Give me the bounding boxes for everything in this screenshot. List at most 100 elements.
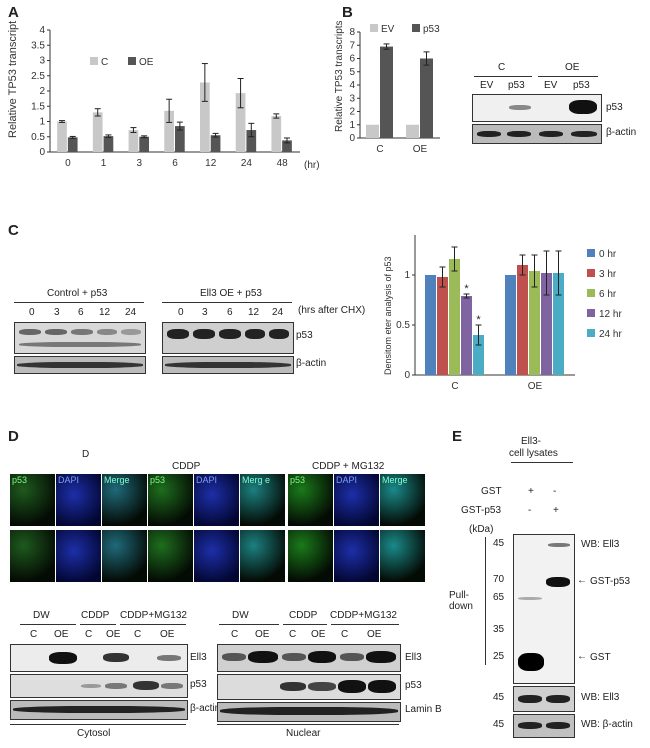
e-row-gst: GST xyxy=(481,486,502,497)
bar-3hr xyxy=(517,265,528,375)
y-tick-label: 3 xyxy=(39,56,45,67)
e-wb1: WB: Ell3 xyxy=(581,539,620,550)
blot-b-lane: EV xyxy=(544,80,558,91)
e-arrow2: GST xyxy=(590,652,611,663)
legend-swatch xyxy=(128,57,136,65)
significance-asterisk: * xyxy=(476,314,481,326)
nuc-group: DW xyxy=(232,610,249,621)
e-marker3: 45 xyxy=(493,719,505,730)
panel-d-cond-mg132: CDDP + MG132 xyxy=(312,461,385,472)
y-tick-label: 1.5 xyxy=(31,101,45,112)
e-pulldown-label: Pull- down xyxy=(449,590,473,612)
blot-b-p53-strip xyxy=(472,94,602,122)
panel-c-blot: Control + p53 Ell3 OE + p53 (hrs after C… xyxy=(0,280,370,380)
y-axis-label: Relative TP53 transcripts xyxy=(334,20,345,132)
panel-e-blot: Ell3- cell lysates GST + - GST-p53 - + (… xyxy=(445,430,650,748)
nuc-row-ell3: Ell3 xyxy=(405,652,422,663)
row-label: C xyxy=(1,494,9,505)
e-arrow2-glyph: ← xyxy=(577,651,587,662)
y-tick-label: 0 xyxy=(39,147,45,158)
bar-p53 xyxy=(380,46,393,139)
e-sign: + xyxy=(528,486,534,497)
legend-swatch xyxy=(412,24,420,32)
y-tick-label: 8 xyxy=(349,27,355,38)
bar-24hr xyxy=(553,273,564,375)
bar-C xyxy=(128,130,139,152)
panel-a-label: A xyxy=(8,4,19,21)
x-tick-label: 12 xyxy=(205,158,217,169)
legend-swatch xyxy=(587,289,595,297)
nuc-group: CDDP+MG132 xyxy=(330,610,397,621)
x-tick-label: 1 xyxy=(101,158,107,169)
micrograph-p53 xyxy=(10,530,55,582)
blot-b-lane: p53 xyxy=(573,80,590,91)
y-axis-label: Relative TP53 transcript xyxy=(7,21,19,138)
e-sign: - xyxy=(528,505,532,516)
channel-label: Merge xyxy=(382,475,408,485)
legend-swatch xyxy=(587,329,595,337)
e-sign: + xyxy=(553,505,559,516)
blot-c-time: 6 xyxy=(227,307,233,318)
x-tick-label: 6 xyxy=(172,158,178,169)
bar-0hr xyxy=(505,275,516,375)
blot-b-group-c: C xyxy=(498,62,506,73)
x-tick-label: 3 xyxy=(137,158,143,169)
blot-c-time: 3 xyxy=(202,307,208,318)
cyt-row-p53: p53 xyxy=(190,679,207,690)
micrograph-p53 xyxy=(288,530,333,582)
x-tick-label: 48 xyxy=(277,158,289,169)
cyt-lane: OE xyxy=(54,629,69,640)
bar-OE xyxy=(103,136,114,152)
blot-b-lane: EV xyxy=(480,80,494,91)
bar-6hr xyxy=(449,259,460,375)
x-tick-label: 0 xyxy=(65,158,71,169)
nuc-lane: C xyxy=(289,629,297,640)
panel-b-label: B xyxy=(342,4,353,21)
blot-c-time: 0 xyxy=(178,307,184,318)
legend-swatch xyxy=(90,57,98,65)
channel-label: DAPI xyxy=(196,475,218,485)
cyt-p53-strip xyxy=(10,674,188,698)
bar-3hr xyxy=(437,277,448,375)
nuc-lane: OE xyxy=(311,629,326,640)
cyt-lane: C xyxy=(30,629,38,640)
cyt-lane: OE xyxy=(106,629,121,640)
blot-c-row-p53: p53 xyxy=(296,330,313,341)
y-tick-label: 5 xyxy=(349,67,355,78)
y-tick-label: 3 xyxy=(349,93,355,104)
e-marker: 25 xyxy=(493,651,505,662)
micrograph-p53: p53 xyxy=(10,474,55,526)
y-tick-label: 3.5 xyxy=(31,40,45,51)
e-marker: 35 xyxy=(493,624,505,635)
legend-swatch xyxy=(587,269,595,277)
e-marker: 70 xyxy=(493,574,505,585)
y-tick-label: 0 xyxy=(349,133,355,144)
blot-c-time: 12 xyxy=(248,307,260,318)
blot-b-lane: p53 xyxy=(508,80,525,91)
legend-label: p53 xyxy=(423,24,440,35)
micrograph-dapi: DAPI xyxy=(194,474,239,526)
e-header2: cell lysates xyxy=(509,448,558,459)
bar-EV xyxy=(406,124,419,138)
legend-swatch xyxy=(587,309,595,317)
panel-d-nuclear-blot: DW CDDP CDDP+MG132 C OE C OE C OE Ell3 p… xyxy=(215,592,445,748)
cyt-lane: C xyxy=(134,629,142,640)
panel-e-label: E xyxy=(452,428,463,445)
nuc-lane: OE xyxy=(255,629,270,640)
panel-d-cond-cddp: CDDP xyxy=(172,461,201,472)
y-tick-label: 0 xyxy=(404,370,410,381)
y-tick-label: 0.5 xyxy=(396,320,410,331)
blot-c-p53-strip-oe xyxy=(162,322,294,354)
bar-0hr xyxy=(425,275,436,375)
cyt-ell3-strip xyxy=(10,644,188,672)
e-input-ell3-strip xyxy=(513,686,575,712)
y-tick-label: 1 xyxy=(404,270,410,281)
legend-label: EV xyxy=(381,24,395,35)
nuclear-title: Nuclear xyxy=(286,728,321,739)
y-tick-label: 1 xyxy=(349,120,355,131)
blot-b-row-actin: β-actin xyxy=(606,127,637,138)
micrograph-dapi xyxy=(56,530,101,582)
y-tick-label: 0.5 xyxy=(31,132,45,143)
blot-c-time: 0 xyxy=(29,307,35,318)
bar-12hr xyxy=(461,296,472,375)
